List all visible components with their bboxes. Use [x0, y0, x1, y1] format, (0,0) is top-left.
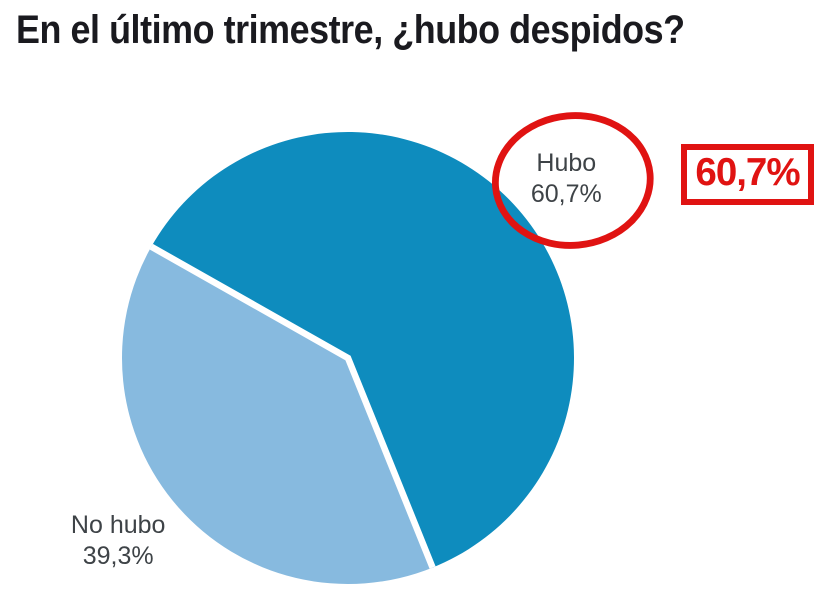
annotation-circle — [491, 112, 654, 249]
pie-slice-no-hubo — [122, 246, 433, 585]
label-hubo: Hubo 60,7% — [466, 148, 666, 210]
label-hubo-name: Hubo — [536, 149, 597, 178]
label-no-hubo: No hubo 39,3% — [18, 510, 218, 572]
page-title: En el último trimestre, ¿hubo despidos? — [15, 7, 685, 52]
pie-slice-hubo — [151, 131, 574, 568]
label-no-hubo-value: 39,3% — [82, 542, 154, 571]
label-hubo-value: 60,7% — [530, 180, 602, 209]
callout-value: 60,7% — [695, 151, 800, 195]
callout-box: 60,7% — [681, 144, 814, 205]
label-no-hubo-name: No hubo — [70, 511, 166, 540]
pie-slice-separator — [149, 243, 436, 569]
